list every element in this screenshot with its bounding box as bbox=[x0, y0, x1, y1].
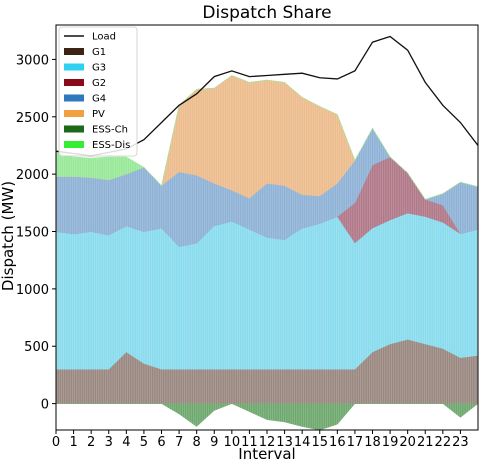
y-axis-label: Dispatch (MW) bbox=[0, 181, 17, 291]
x-tick-label: 11 bbox=[241, 435, 258, 450]
x-tick-label: 16 bbox=[329, 435, 346, 450]
x-tick-label: 19 bbox=[382, 435, 399, 450]
x-tick-label: 10 bbox=[224, 435, 241, 450]
y-tick-label: 500 bbox=[24, 340, 49, 355]
x-tick-label: 5 bbox=[140, 435, 148, 450]
x-tick-label: 18 bbox=[364, 435, 381, 450]
legend-swatch-g2 bbox=[64, 79, 84, 86]
y-tick-label: 0 bbox=[41, 398, 49, 413]
legend-box bbox=[58, 26, 138, 157]
legend-label-g1: G1 bbox=[92, 47, 106, 58]
x-tick-label: 12 bbox=[259, 435, 276, 450]
y-tick-label: 3000 bbox=[16, 53, 49, 68]
legend-label-pv: PV bbox=[92, 109, 105, 120]
x-tick-label: 9 bbox=[210, 435, 218, 450]
x-tick-label: 14 bbox=[294, 435, 311, 450]
y-tick-label: 1500 bbox=[16, 226, 49, 241]
legend-label-g3: G3 bbox=[92, 63, 106, 74]
x-tick-label: 4 bbox=[122, 435, 130, 450]
x-tick-label: 23 bbox=[452, 435, 469, 450]
x-tick-label: 20 bbox=[399, 435, 416, 450]
x-tick-label: 7 bbox=[175, 435, 183, 450]
legend-label-ess-dis: ESS-Dis bbox=[92, 140, 130, 151]
x-tick-label: 2 bbox=[87, 435, 95, 450]
legend-swatch-g4 bbox=[64, 94, 84, 102]
y-tick-label: 2500 bbox=[16, 111, 49, 126]
x-tick-label: 21 bbox=[417, 435, 434, 450]
x-tick-label: 22 bbox=[435, 435, 452, 450]
legend-label-ess-ch: ESS-Ch bbox=[92, 125, 128, 136]
x-tick-label: 1 bbox=[69, 435, 77, 450]
x-tick-label: 8 bbox=[193, 435, 201, 450]
legend-swatch-g3 bbox=[64, 63, 84, 71]
x-tick-label: 3 bbox=[105, 435, 113, 450]
legend-swatch-pv bbox=[64, 110, 84, 117]
x-tick-label: 13 bbox=[276, 435, 293, 450]
x-tick-label: 17 bbox=[347, 435, 364, 450]
x-axis-label: Interval bbox=[238, 445, 295, 463]
legend-swatch-ess-dis bbox=[64, 141, 84, 148]
chart-title: Dispatch Share bbox=[202, 3, 331, 23]
y-tick-label: 1000 bbox=[16, 283, 49, 298]
y-tick-label: 2000 bbox=[16, 168, 49, 183]
legend-label-g2: G2 bbox=[92, 78, 106, 89]
x-tick-label: 15 bbox=[311, 435, 328, 450]
legend-label-g4: G4 bbox=[92, 94, 106, 105]
x-tick-label: 6 bbox=[157, 435, 165, 450]
x-tick-label: 0 bbox=[52, 435, 60, 450]
legend: Load G1 G3 G2 G4 PV ESS-Ch ESS-Dis bbox=[58, 26, 138, 157]
legend-label-load: Load bbox=[92, 32, 116, 43]
legend-swatch-g1 bbox=[64, 48, 84, 55]
legend-swatch-ess-ch bbox=[64, 125, 84, 133]
area-ess-ch bbox=[56, 403, 478, 430]
